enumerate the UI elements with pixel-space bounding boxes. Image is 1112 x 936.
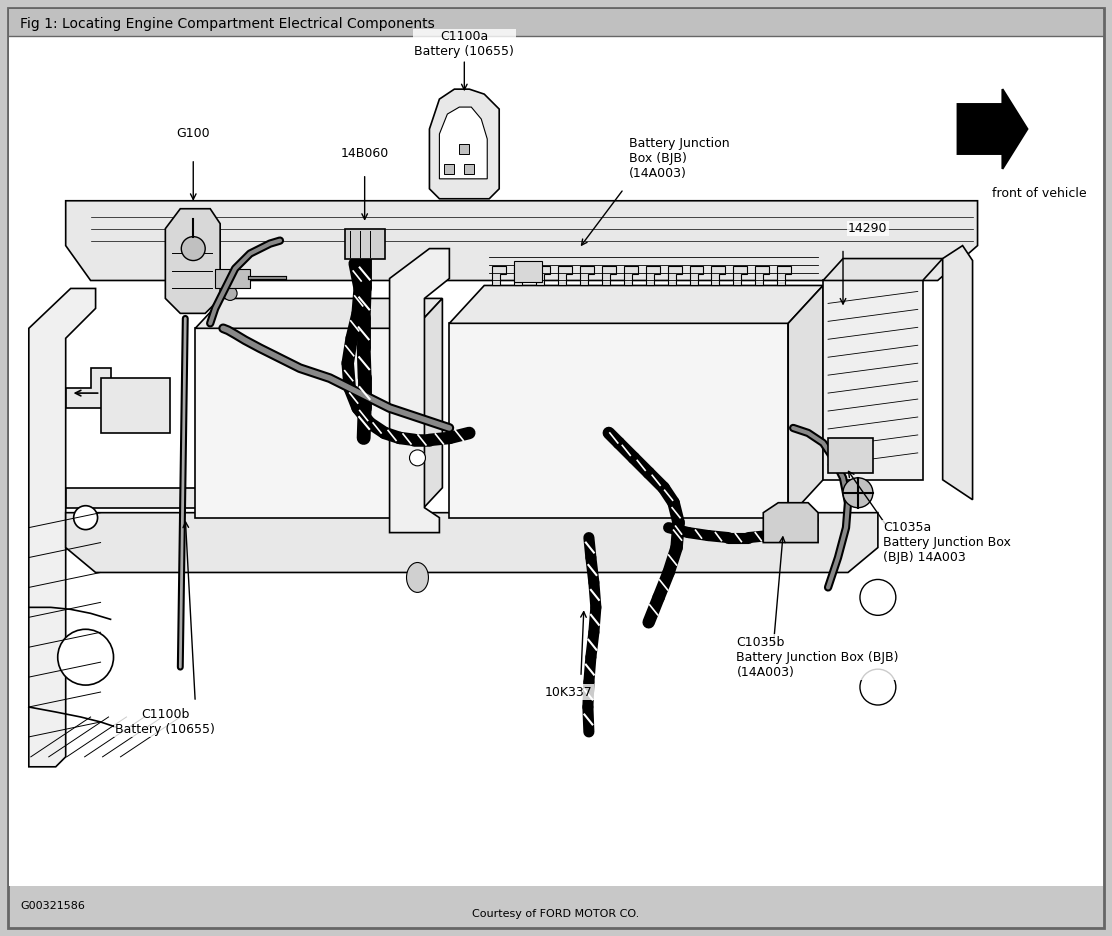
Polygon shape — [66, 488, 330, 507]
Bar — [216, 269, 250, 288]
Polygon shape — [823, 258, 943, 281]
Polygon shape — [66, 200, 977, 281]
Text: C1100b
Battery (10655): C1100b Battery (10655) — [116, 708, 216, 736]
Polygon shape — [493, 266, 506, 285]
Circle shape — [58, 629, 113, 685]
Bar — [823, 281, 923, 480]
Polygon shape — [602, 266, 616, 285]
Polygon shape — [755, 266, 770, 285]
Circle shape — [860, 669, 896, 705]
Circle shape — [73, 505, 98, 530]
Bar — [196, 329, 415, 518]
Bar — [514, 260, 542, 283]
Text: Fig 1: Locating Engine Compartment Electrical Components: Fig 1: Locating Engine Compartment Elect… — [20, 17, 435, 31]
Polygon shape — [166, 209, 220, 314]
Bar — [465, 164, 475, 174]
Bar — [828, 438, 873, 473]
Polygon shape — [712, 266, 725, 285]
Text: Battery Junction
Box (BJB)
(14A003): Battery Junction Box (BJB) (14A003) — [628, 138, 729, 181]
Bar — [345, 228, 385, 258]
Circle shape — [181, 237, 206, 260]
Polygon shape — [580, 266, 594, 285]
Text: C1035a
Battery Junction Box
(BJB) 14A003: C1035a Battery Junction Box (BJB) 14A003 — [883, 521, 1011, 564]
Polygon shape — [957, 89, 1027, 168]
Polygon shape — [788, 285, 823, 518]
Polygon shape — [777, 266, 792, 285]
Bar — [100, 378, 170, 433]
Bar — [449, 323, 788, 518]
Polygon shape — [449, 285, 823, 323]
Circle shape — [860, 579, 896, 615]
Polygon shape — [943, 245, 973, 500]
Text: 10K337: 10K337 — [545, 685, 593, 698]
Circle shape — [224, 286, 237, 300]
Polygon shape — [646, 266, 659, 285]
Text: G00321586: G00321586 — [20, 901, 85, 911]
Text: C1035b
Battery Junction Box (BJB)
(14A003): C1035b Battery Junction Box (BJB) (14A00… — [736, 636, 898, 679]
Ellipse shape — [407, 563, 428, 592]
Text: 14B060: 14B060 — [340, 147, 389, 160]
Circle shape — [843, 477, 873, 507]
Polygon shape — [667, 266, 682, 285]
Text: C1100a
Battery (10655): C1100a Battery (10655) — [415, 30, 514, 58]
Polygon shape — [29, 288, 96, 767]
Bar — [445, 164, 455, 174]
Polygon shape — [66, 513, 877, 573]
Text: front of vehicle: front of vehicle — [993, 187, 1088, 200]
Polygon shape — [196, 299, 443, 329]
Bar — [9, 9, 1103, 36]
Circle shape — [409, 450, 426, 466]
Text: 14290: 14290 — [848, 222, 887, 235]
Polygon shape — [734, 266, 747, 285]
Polygon shape — [624, 266, 637, 285]
Polygon shape — [66, 368, 110, 408]
Polygon shape — [415, 299, 443, 518]
Text: G100: G100 — [177, 127, 210, 140]
Polygon shape — [763, 503, 818, 543]
Polygon shape — [439, 107, 487, 179]
Polygon shape — [389, 249, 449, 533]
Polygon shape — [558, 266, 572, 285]
Polygon shape — [689, 266, 704, 285]
Polygon shape — [429, 89, 499, 198]
Polygon shape — [514, 266, 528, 285]
Bar — [459, 144, 469, 154]
Text: Courtesy of FORD MOTOR CO.: Courtesy of FORD MOTOR CO. — [473, 909, 639, 919]
Polygon shape — [536, 266, 550, 285]
